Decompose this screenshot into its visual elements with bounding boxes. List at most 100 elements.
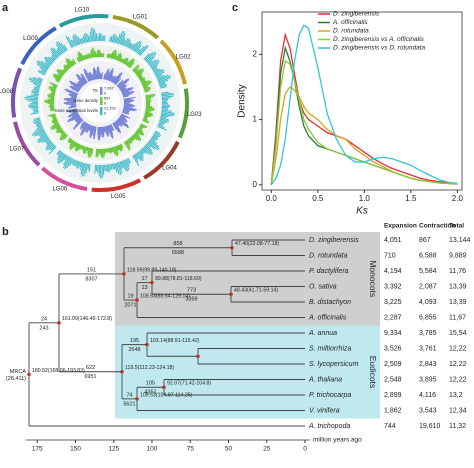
- branch-gain: 858: [173, 241, 182, 247]
- branch-gain: 151: [87, 267, 96, 273]
- time-tick-label: 175: [32, 446, 43, 453]
- table-cell: 2,509: [384, 361, 402, 368]
- leaf-label: B. distachyon: [309, 299, 351, 306]
- table-cell: 9,889: [449, 252, 467, 259]
- branch-loss: 2071: [124, 303, 136, 309]
- table-cell: 1,862: [384, 407, 402, 414]
- table-cell: 6,855: [419, 314, 437, 321]
- branch-gain: 195: [130, 338, 139, 344]
- track-bars: [24, 27, 175, 179]
- table-header: Expansion: [384, 223, 417, 230]
- y-tick-label: 0: [253, 180, 258, 189]
- x-tick-label: 1.5: [405, 194, 417, 203]
- table-cell: 9,334: [384, 330, 402, 337]
- branch-loss: 6588: [172, 250, 184, 256]
- leaf-label: D. rotundata: [309, 252, 348, 259]
- node-age: 118.59(99.89-140.18): [127, 267, 177, 273]
- track-max: 7,092: [104, 87, 114, 91]
- table-cell: 6,588: [419, 252, 437, 259]
- leaf-label: O. sativa: [309, 283, 337, 290]
- table-cell: 744: [384, 423, 396, 430]
- track-min: 0: [104, 102, 106, 106]
- chromosome-label: LG10: [75, 7, 90, 13]
- table-header: Total: [449, 223, 464, 230]
- x-tick-label: 0.5: [312, 194, 324, 203]
- track-bars: [63, 66, 137, 141]
- series-line: [270, 24, 458, 186]
- table-cell: 2,087: [419, 283, 437, 290]
- leaf-label: A. trichopoda: [308, 423, 350, 430]
- table-cell: 4,194: [384, 268, 402, 275]
- table-cell: 3,895: [419, 376, 437, 383]
- track-max: 657: [104, 97, 110, 101]
- branch-loss: 8307: [85, 276, 97, 282]
- branch-loss: 2648: [128, 347, 140, 353]
- chromosome-label: LG01: [133, 14, 148, 20]
- node-age: 92.07(71.42-104.8): [167, 381, 211, 387]
- leaf-label: A. annua: [308, 330, 337, 337]
- y-axis-label: Density: [237, 84, 248, 117]
- panel-label: a: [2, 2, 9, 14]
- tree-node: [27, 372, 31, 377]
- leaf-label: P. trichocarpa: [309, 392, 351, 399]
- table-cell: 19,610: [419, 423, 441, 430]
- chromosome-label: LG08: [0, 89, 14, 95]
- track-scale: [100, 97, 103, 105]
- table-cell: 3,543: [419, 407, 437, 414]
- table-header: Contraction: [419, 223, 456, 230]
- leaf-label: V. vinifera: [309, 407, 340, 414]
- series-line: [270, 59, 458, 185]
- node-age: 119.5(112.23-124.18): [125, 365, 174, 371]
- table-cell: 2,899: [384, 392, 402, 399]
- time-tick-label: 125: [108, 446, 119, 453]
- chromosome-arc: [58, 13, 109, 28]
- track-label: Gene density: [73, 98, 99, 103]
- time-tick-label: 100: [147, 446, 158, 453]
- table-cell: 12,22: [449, 345, 467, 352]
- branch-gain: 19: [127, 294, 133, 300]
- root-label: (28,411): [6, 376, 26, 382]
- root-label: MRCA: [10, 369, 27, 375]
- legend-label: D. zingiberensis: [333, 11, 380, 18]
- table-cell: 867: [419, 237, 431, 244]
- table-cell: 12,22: [449, 376, 467, 383]
- table-cell: 12,22: [449, 361, 467, 368]
- table-cell: 2,548: [384, 376, 402, 383]
- chromosome-arc: [41, 166, 88, 192]
- time-tick-label: 50: [225, 446, 233, 453]
- clade-label: Monocots: [368, 260, 378, 297]
- node-age: 109.53(104.97-114.25): [140, 392, 193, 398]
- branch-gain: 17: [141, 276, 147, 282]
- branch-gain: 74: [126, 392, 132, 398]
- chromosome-arc: [91, 178, 142, 192]
- chromosome-arc: [143, 140, 180, 180]
- track-label: TE: [93, 88, 99, 93]
- node-age: 109.53(89.54-129.14): [140, 293, 190, 299]
- branch-loss: 4351: [144, 390, 156, 396]
- leaf-label: P. dactylifera: [309, 268, 349, 275]
- legend-label: D. zingiberensis vs A. officinalis: [333, 36, 425, 43]
- x-tick-label: 1.0: [359, 194, 371, 203]
- panel-label: c: [232, 2, 238, 14]
- chromosome-label: LG02: [176, 55, 191, 61]
- leaf-label: D. zingiberensis: [309, 237, 359, 244]
- chromosome-label: LG05: [111, 194, 126, 200]
- chromosome-label: LG09: [23, 36, 38, 42]
- branch-gain: 24: [41, 316, 47, 322]
- x-tick-label: 2.0: [452, 194, 464, 203]
- table-cell: 710: [384, 252, 396, 259]
- series-line: [270, 45, 458, 185]
- table-cell: 3,526: [384, 345, 402, 352]
- track-max: 21,153: [104, 107, 116, 111]
- leaf-label: A. officinalis: [308, 314, 347, 321]
- table-cell: 11,32: [449, 423, 466, 430]
- chromosome-label: LG06: [53, 187, 68, 193]
- plot-frame: [261, 11, 463, 191]
- table-cell: 4,093: [419, 299, 437, 306]
- track-label: Gene expression levels: [54, 108, 98, 113]
- node-age: 103.14(88.91-115.42): [150, 338, 200, 344]
- branch-loss: 243: [39, 325, 48, 331]
- track-bars: [44, 47, 156, 159]
- node-age: 48.43(41.71-59.14): [234, 288, 278, 294]
